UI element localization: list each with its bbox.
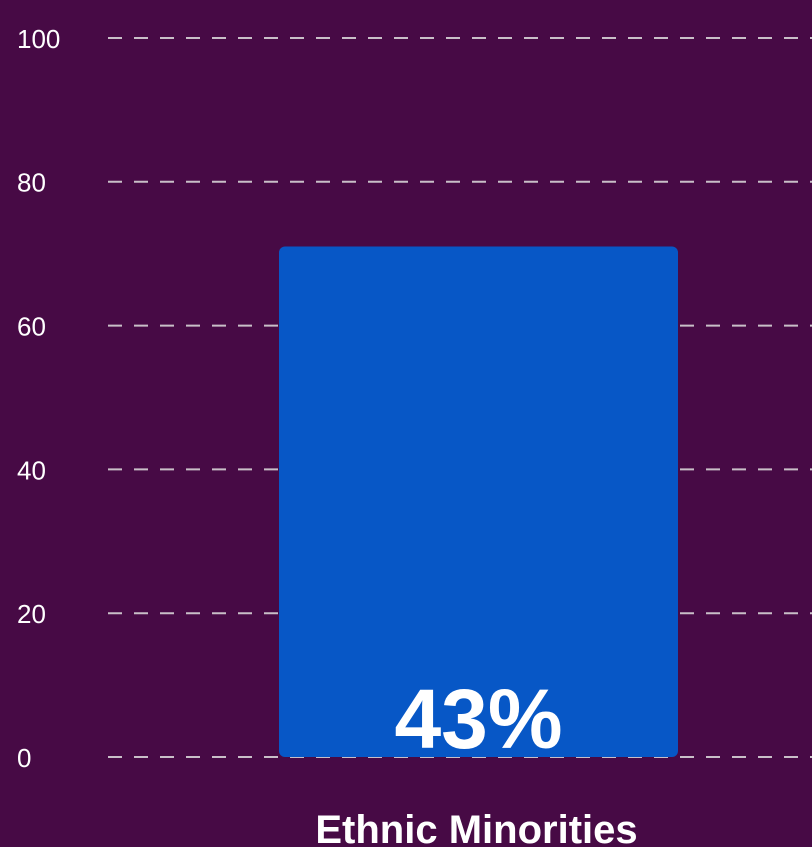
y-tick-label: 40 xyxy=(17,455,46,485)
y-tick-label: 100 xyxy=(17,24,60,54)
y-tick-label: 0 xyxy=(17,743,31,773)
bars xyxy=(279,246,678,757)
y-tick-label: 80 xyxy=(17,168,46,198)
y-tick-label: 20 xyxy=(17,599,46,629)
category-label: Ethnic Minorities xyxy=(315,808,637,847)
y-axis-tick-labels: 0 20 40 60 80 100 xyxy=(17,24,60,773)
bar-value-label: 43% xyxy=(394,672,562,766)
bar-labels: 43% Ethnic Minorities xyxy=(315,672,637,847)
bar-0 xyxy=(279,246,678,757)
y-tick-label: 60 xyxy=(17,311,46,341)
